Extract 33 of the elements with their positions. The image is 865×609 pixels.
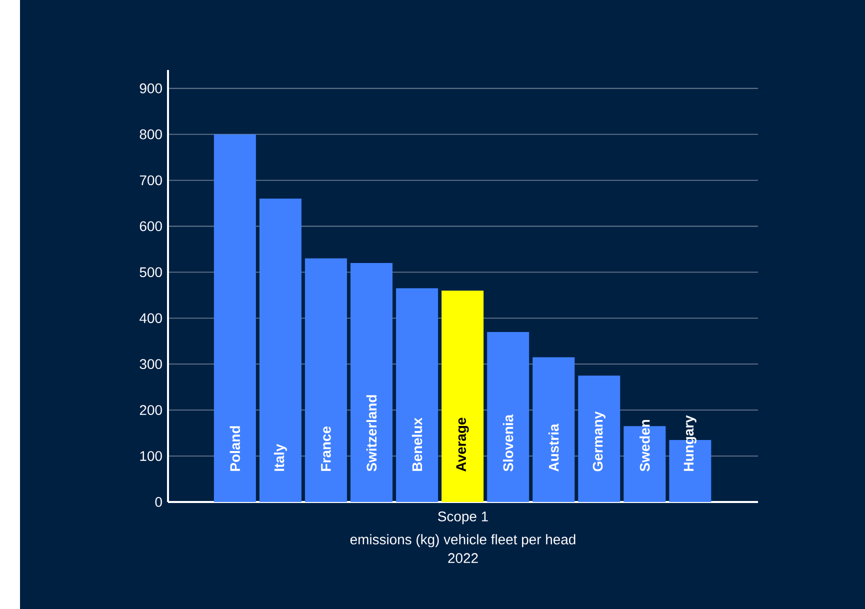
y-tick-label: 400 [140,313,162,324]
y-tick-label: 500 [140,267,162,278]
y-tick-label: 700 [140,175,162,186]
x-tick-label: Benelux [412,418,422,471]
y-tick-label: 900 [140,83,162,94]
x-tick-label: Italy [274,444,287,471]
x-tick-label: France [321,426,331,471]
x-tick-label: Slovenia [502,414,514,472]
x-axis-title: Scope 1 [438,511,488,524]
bar [578,376,620,502]
x-tick-label: Sweden [640,420,650,472]
bar [487,332,530,502]
y-tick-label: 600 [140,221,162,232]
text: emissions (kg) vehicle fleet per head [350,534,576,548]
x-tick-label: Austria [548,424,559,472]
y-tick-label: 0 [155,497,162,507]
bar [532,357,575,502]
y-tick-label: 100 [140,451,162,461]
bar [396,288,438,502]
bar [259,198,302,502]
text: 2022 [448,553,478,564]
bar [304,258,347,502]
x-tick-label: Average [456,418,469,472]
bar [442,290,484,502]
y-tick-label: 200 [140,405,162,416]
x-tick-label: Poland [230,426,240,471]
x-tick-label: Switzerland [366,395,377,472]
x-tick-label: Hungary [684,415,696,471]
y-tick-label: 300 [140,359,162,370]
y-tick-label: 800 [140,129,162,140]
bar [214,134,256,502]
bar [350,263,393,502]
x-tick-label: Germany [592,411,606,472]
